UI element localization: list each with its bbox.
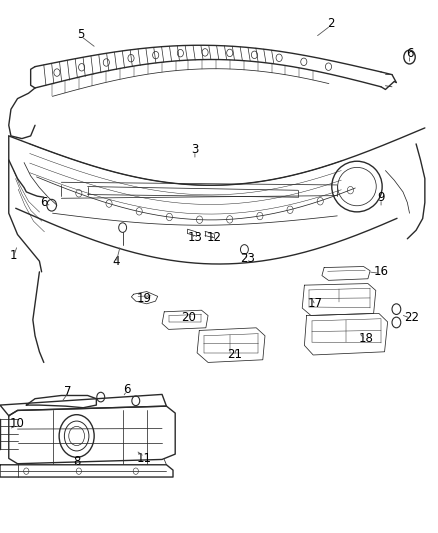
Text: 18: 18 xyxy=(358,332,373,345)
Text: 21: 21 xyxy=(227,348,242,361)
Text: 7: 7 xyxy=(64,385,72,398)
Text: 11: 11 xyxy=(137,452,152,465)
Text: 6: 6 xyxy=(123,383,131,395)
Text: 6: 6 xyxy=(406,47,413,60)
Text: 12: 12 xyxy=(207,231,222,244)
Text: 4: 4 xyxy=(112,255,120,268)
Text: 3: 3 xyxy=(191,143,198,156)
Text: 13: 13 xyxy=(187,231,202,244)
Text: 2: 2 xyxy=(327,18,335,30)
Text: 1: 1 xyxy=(9,249,17,262)
Text: 16: 16 xyxy=(374,265,389,278)
Text: 22: 22 xyxy=(404,311,419,324)
Text: 23: 23 xyxy=(240,252,255,265)
Text: 5: 5 xyxy=(78,28,85,41)
Text: 19: 19 xyxy=(137,292,152,305)
Text: 20: 20 xyxy=(181,311,196,324)
Text: 9: 9 xyxy=(377,191,385,204)
Text: 17: 17 xyxy=(308,297,323,310)
Text: 8: 8 xyxy=(73,455,80,467)
Text: 6: 6 xyxy=(40,196,48,209)
Text: 10: 10 xyxy=(10,417,25,430)
